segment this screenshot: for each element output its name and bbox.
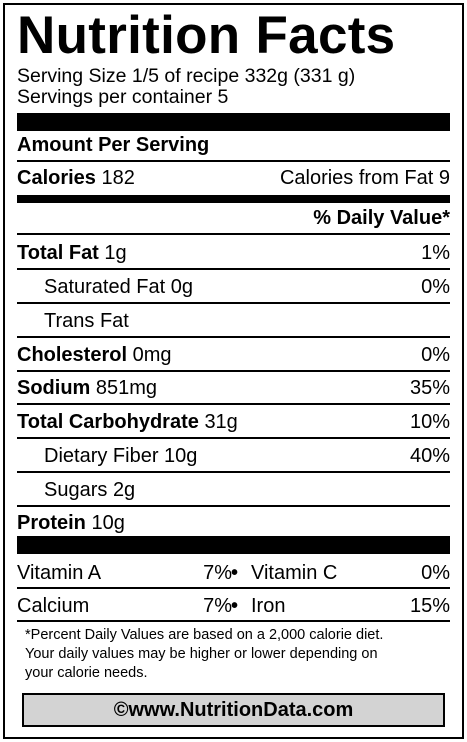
label-title: Nutrition Facts xyxy=(17,6,396,65)
nutrient-amount: 31g xyxy=(204,411,238,433)
nutrient-label: Sodium xyxy=(17,377,91,399)
servings-per-container: Servings per container 5 xyxy=(17,86,229,108)
footnote: *Percent Daily Values are based on a 2,0… xyxy=(25,626,383,683)
nutrient-label: Cholesterol xyxy=(17,344,128,366)
nutrient-label: Protein xyxy=(17,512,86,534)
vitamin-label: Iron xyxy=(251,595,286,617)
nutrient-amount: 851mg xyxy=(95,377,158,399)
nutrient-label: Saturated Fat xyxy=(44,276,166,298)
copyright-link[interactable]: ©www.NutritionData.com xyxy=(22,693,445,727)
nutrient-dv: 35% xyxy=(409,377,450,399)
vitamin-label: Calcium xyxy=(17,595,90,617)
nutrient-amount: 1g xyxy=(104,242,127,264)
bullet-icon: • xyxy=(231,595,239,617)
nutrient-amount: 0g xyxy=(170,276,193,298)
calories-label: Calories xyxy=(17,167,96,189)
vitamin-dv: 7% xyxy=(203,595,232,617)
nutrient-amount: 10g xyxy=(164,445,198,467)
thick-divider-bottom xyxy=(17,536,450,554)
nutrient-dv: 40% xyxy=(409,445,450,467)
divider xyxy=(17,302,450,304)
vitamin-dv: 0% xyxy=(421,562,450,584)
nutrient-dv: 1% xyxy=(421,242,450,264)
nutrient-amount: 2g xyxy=(112,479,136,501)
footnote-line: *Percent Daily Values are based on a 2,0… xyxy=(25,627,384,643)
divider xyxy=(17,160,450,162)
divider xyxy=(17,437,450,439)
divider xyxy=(17,370,450,372)
serving-size: Serving Size 1/5 of recipe 332g (331 g) xyxy=(17,65,356,87)
divider xyxy=(17,233,450,235)
nutrient-dv: 0% xyxy=(421,276,450,298)
nutrient-label: Dietary Fiber xyxy=(44,445,159,467)
daily-value-header: % Daily Value* xyxy=(313,207,450,229)
divider xyxy=(17,336,450,338)
divider xyxy=(17,587,450,589)
nutrient-amount: 10g xyxy=(91,512,125,534)
nutrition-label: Nutrition Facts Serving Size 1/5 of reci… xyxy=(3,3,464,739)
divider xyxy=(17,403,450,405)
divider xyxy=(17,268,450,270)
medium-divider xyxy=(17,195,450,203)
divider xyxy=(17,505,450,507)
bullet-icon: • xyxy=(231,562,239,584)
nutrient-label: Sugars xyxy=(44,479,108,501)
vitamin-dv: 7% xyxy=(203,562,232,584)
nutrient-dv: 0% xyxy=(421,344,450,366)
calories-value: 182 xyxy=(101,167,135,189)
amount-per-serving: Amount Per Serving xyxy=(17,134,210,156)
nutrient-label: Total Carbohydrate xyxy=(17,411,199,433)
nutrient-dv: 10% xyxy=(409,411,450,433)
thick-divider-top xyxy=(17,113,450,131)
nutrient-label: Trans Fat xyxy=(44,310,129,332)
vitamin-dv: 15% xyxy=(409,595,450,617)
vitamin-label: Vitamin A xyxy=(17,562,102,584)
label-content: Nutrition Facts Serving Size 1/5 of reci… xyxy=(17,5,450,737)
nutrient-label: Total Fat xyxy=(17,242,99,264)
footnote-line: Your daily values may be higher or lower… xyxy=(25,646,378,662)
divider xyxy=(17,620,450,622)
divider xyxy=(17,471,450,473)
nutrient-amount: 0mg xyxy=(132,344,172,366)
vitamin-label: Vitamin C xyxy=(251,562,338,584)
calories-from-fat: Calories from Fat 9 xyxy=(279,167,450,189)
footnote-line: your calorie needs. xyxy=(25,665,148,681)
